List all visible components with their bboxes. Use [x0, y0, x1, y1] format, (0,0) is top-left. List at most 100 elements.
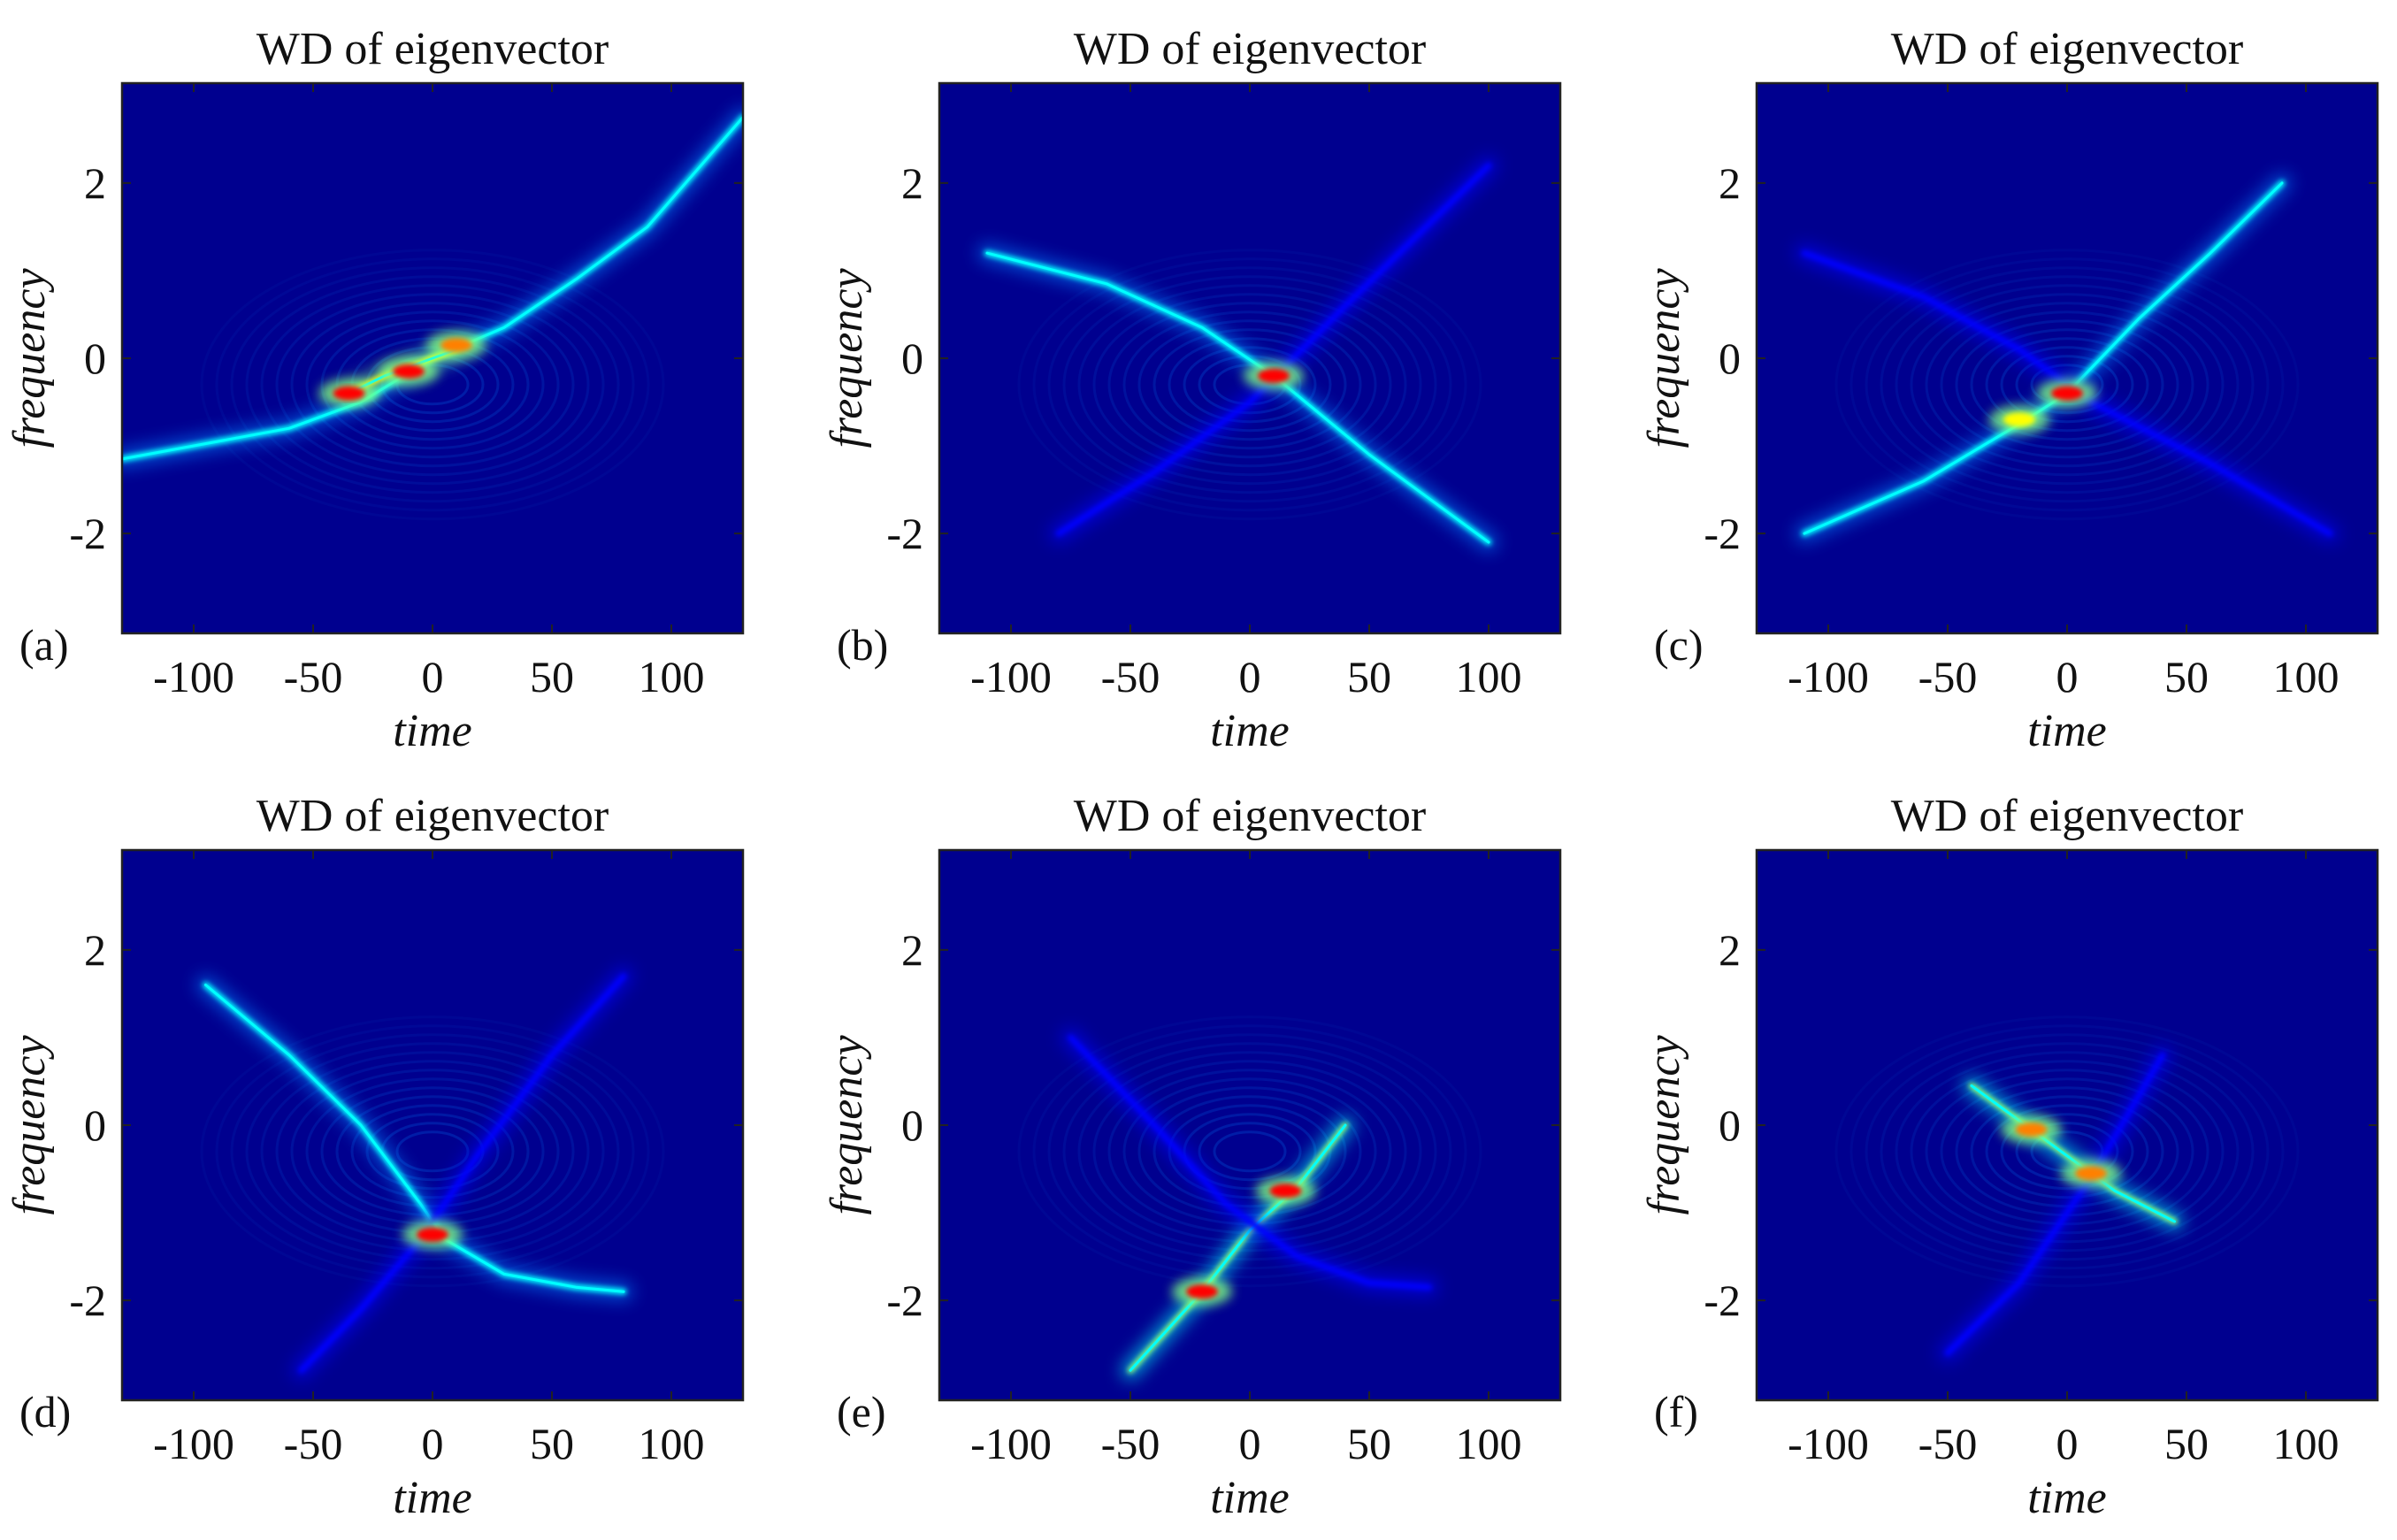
y-axis-label: frequency — [1639, 268, 1689, 448]
panel-f: -100 -50 0 50 100 -2 0 2 WD of eigenvector time fr… — [1639, 791, 2379, 1523]
y-tick-label: 0 — [84, 1100, 106, 1150]
interference-ripple — [1137, 319, 1362, 450]
y-tick-label: 2 — [84, 158, 106, 208]
y-tick-label: 0 — [901, 1100, 923, 1150]
panel-title: WD of eigenvector — [257, 24, 609, 74]
panel-letter-label: (a) — [19, 620, 69, 670]
hotspot-peak — [333, 386, 365, 401]
x-tick-label: 100 — [2273, 1419, 2340, 1468]
x-axis-label: time — [393, 706, 472, 756]
interference-ripple — [200, 1015, 665, 1288]
x-tick-label: 0 — [1239, 652, 1261, 701]
interference-ripple — [1122, 310, 1377, 459]
y-tick-label: 2 — [1719, 158, 1741, 208]
interference-ripple — [290, 302, 575, 468]
interference-ripple — [320, 319, 545, 450]
x-tick-label: -50 — [1101, 1419, 1160, 1468]
x-tick-label: -100 — [970, 652, 1052, 701]
interference-ripple — [1032, 1024, 1467, 1279]
interference-ripple — [350, 1104, 515, 1199]
x-tick-label: -100 — [970, 1419, 1052, 1468]
interference-ripple — [1970, 328, 2164, 441]
panel-c: -100 -50 0 50 100 -2 0 2 WD of eigenvector time fr… — [1639, 24, 2379, 756]
ridge-line — [1068, 1034, 1432, 1291]
interference-ripple — [1168, 337, 1332, 433]
interference-ripple — [1865, 1033, 2270, 1270]
x-tick-label: -50 — [1101, 652, 1160, 701]
heatmap-content — [195, 966, 665, 1381]
panel-title: WD of eigenvector — [1891, 791, 2243, 841]
interference-ripple — [1107, 302, 1392, 468]
hotspot-peak — [1258, 368, 1290, 383]
interference-ripple — [1183, 346, 1317, 424]
interference-ripple — [1895, 1051, 2240, 1253]
interference-ripple — [1955, 319, 2179, 450]
interference-ripple — [1865, 266, 2270, 503]
x-axis-label: time — [2027, 706, 2107, 756]
y-tick-label: -2 — [886, 1276, 923, 1325]
heatmap-background — [122, 850, 743, 1400]
interference-ripple — [1047, 266, 1452, 503]
interference-ripple — [1047, 1033, 1452, 1270]
x-tick-label: 0 — [422, 1419, 444, 1468]
panel-letter-label: (b) — [837, 620, 888, 670]
heatmap-background — [1757, 83, 2378, 633]
hotspot-peak — [2051, 386, 2083, 401]
y-axis-label: frequency — [822, 1035, 872, 1215]
interference-ripple — [1153, 328, 1347, 441]
x-tick-label: 100 — [639, 652, 705, 701]
x-axis-label: time — [1210, 706, 1290, 756]
x-tick-label: 50 — [1347, 1419, 1391, 1468]
x-axis-label: time — [393, 1473, 472, 1523]
heatmap-background — [939, 850, 1560, 1400]
interference-ripple — [275, 293, 590, 477]
x-tick-label: -100 — [153, 1419, 234, 1468]
x-tick-label: -100 — [153, 652, 234, 701]
ridge-core — [1970, 1084, 2176, 1223]
y-tick-label: 0 — [84, 333, 106, 383]
hotspot-peak — [2075, 1166, 2107, 1181]
x-tick-label: 0 — [2056, 652, 2079, 701]
panel-title: WD of eigenvector — [257, 791, 609, 841]
x-tick-label: 100 — [2273, 652, 2340, 701]
x-tick-label: -50 — [1918, 1419, 1978, 1468]
y-axis-label: frequency — [4, 268, 55, 448]
panel-d: -100 -50 0 50 100 -2 0 2 WD of eigenvector time fr… — [4, 791, 745, 1523]
interference-ripple — [1062, 1042, 1437, 1261]
y-tick-label: -2 — [69, 509, 106, 558]
interference-ripple — [2000, 346, 2134, 424]
interference-ripple — [1895, 284, 2240, 486]
interference-ripple — [1925, 1069, 2209, 1235]
y-tick-label: -2 — [1704, 509, 1741, 558]
panel-letter-label: (c) — [1654, 620, 1704, 670]
interference-ripple — [230, 1033, 635, 1270]
panel-title: WD of eigenvector — [1074, 791, 1426, 841]
panel-letter-label: (d) — [19, 1387, 71, 1437]
interference-ripple — [1213, 1130, 1287, 1173]
y-tick-label: 0 — [901, 333, 923, 383]
interference-ripple — [1017, 249, 1482, 521]
interference-ripple — [1834, 249, 2300, 521]
x-tick-label: -100 — [1788, 1419, 1869, 1468]
x-axis-label: time — [2027, 1473, 2107, 1523]
interference-ripple — [305, 310, 560, 459]
x-tick-label: 50 — [530, 652, 574, 701]
interference-ripple — [200, 249, 665, 521]
interference-ripple — [1925, 302, 2209, 468]
interference-ripple — [1092, 293, 1407, 477]
panel-e: -100 -50 0 50 100 -2 0 2 WD of eigenvector time fr… — [822, 791, 1562, 1523]
hotspot-peak — [2015, 1122, 2048, 1137]
interference-ripple — [2000, 1113, 2134, 1191]
x-tick-label: 0 — [1239, 1419, 1261, 1468]
interference-ripple — [1940, 310, 2194, 459]
interference-ripple — [1077, 1051, 1422, 1253]
interference-ripple — [245, 275, 620, 494]
hotspot-peak — [417, 1227, 448, 1242]
x-tick-label: 0 — [2056, 1419, 2079, 1468]
x-axis-label: time — [1210, 1473, 1290, 1523]
interference-ripple — [215, 1024, 650, 1279]
panel-title: WD of eigenvector — [1074, 24, 1426, 74]
panel-letter-label: (f) — [1654, 1387, 1698, 1437]
y-tick-label: 0 — [1719, 333, 1741, 383]
